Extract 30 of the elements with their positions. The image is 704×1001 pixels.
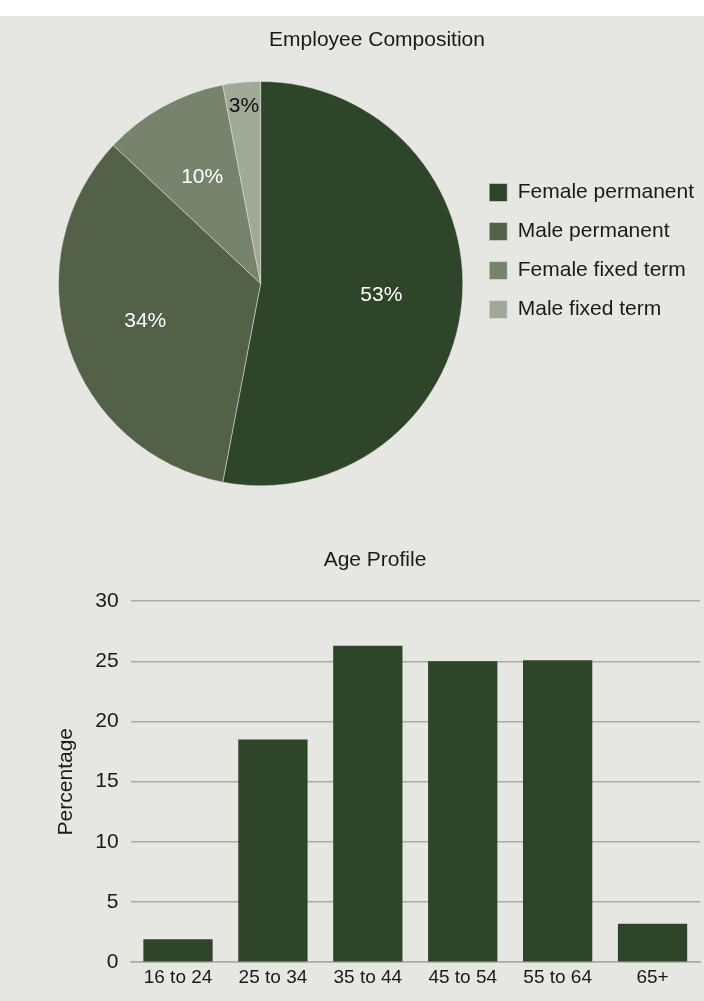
y-axis-title: Percentage [53,727,77,836]
data-label: 3% [228,93,260,117]
bar [143,939,213,962]
x-tick-label: 25 to 34 [238,965,308,987]
legend-label: Male permanent [517,218,670,242]
x-tick-label: 35 to 44 [333,965,403,987]
y-tick-label: 25 [95,648,119,672]
y-tick-label: 0 [106,949,119,972]
legend-label: Female fixed term [517,257,686,281]
data-label: 53% [360,281,403,305]
y-tick-label: 30 [95,588,119,611]
bar [523,660,593,962]
legend-label: Female permanent [517,179,695,203]
legend-label: Male fixed term [517,296,662,320]
bar [333,645,403,962]
x-tick-label: 45 to 54 [428,965,498,987]
y-tick-label: 10 [95,828,119,852]
bar [238,739,308,962]
y-tick-label: 5 [106,888,119,912]
chart-title: Employee Composition [269,27,485,51]
data-label: 34% [124,307,167,331]
x-tick-label: 55 to 64 [523,965,593,987]
x-tick-label: 65+ [636,965,669,987]
chart-title: Age Profile [323,547,427,571]
y-tick-label: 20 [95,708,119,732]
y-tick-label: 15 [95,768,119,792]
bar [428,661,498,962]
bar [617,923,688,962]
x-tick-label: 16 to 24 [143,965,213,987]
data-label: 10% [181,164,224,188]
